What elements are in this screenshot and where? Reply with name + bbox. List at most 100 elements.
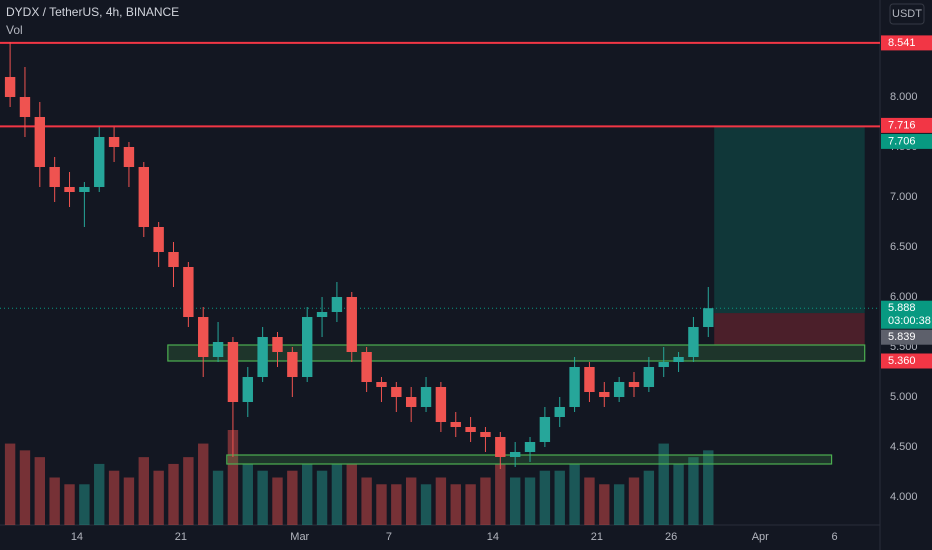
volume-bar <box>212 470 224 525</box>
candle-body <box>34 117 46 167</box>
volume-bar <box>420 484 432 525</box>
volume-bar <box>509 477 521 525</box>
volume-bar <box>316 470 328 525</box>
volume-bar <box>613 484 625 525</box>
y-tick-label: 4.000 <box>890 491 918 503</box>
candle-body <box>227 342 239 402</box>
volume-bar <box>108 470 120 525</box>
candle-body <box>94 137 105 187</box>
volume-bar <box>584 477 595 525</box>
candle-body <box>450 422 461 427</box>
candle-body <box>405 397 417 407</box>
candle-body <box>108 137 120 147</box>
candle-body <box>346 297 357 352</box>
position-stop-zone <box>714 313 865 345</box>
candle-body <box>49 167 60 187</box>
candle-body <box>153 227 164 252</box>
volume-bar <box>198 443 209 525</box>
candle-body <box>168 252 179 267</box>
candle-body <box>673 357 684 362</box>
x-tick-label: 26 <box>665 531 677 543</box>
volume-bar <box>376 484 387 525</box>
volume-bar <box>391 484 402 525</box>
price-label: 7.706 <box>888 135 916 147</box>
volume-bar <box>4 443 16 525</box>
volume-bar <box>465 484 476 525</box>
volume-bar <box>242 463 253 525</box>
volume-bar <box>539 470 551 525</box>
price-label-box <box>881 300 932 329</box>
volume-bar <box>49 477 60 525</box>
volume-bar <box>688 457 699 525</box>
x-tick-label: 6 <box>831 531 837 543</box>
volume-bar <box>34 457 46 525</box>
y-tick-label: 6.500 <box>890 241 918 253</box>
price-label: 7.716 <box>888 119 916 131</box>
position-target-zone <box>714 126 865 314</box>
volume-bar <box>628 477 640 525</box>
volume-bar <box>94 463 105 525</box>
volume-bar <box>524 477 536 525</box>
candle-body <box>643 367 655 387</box>
candle-body <box>495 437 506 457</box>
volume-bar <box>227 430 239 525</box>
candle-body <box>242 377 253 402</box>
volume-bar <box>346 463 357 525</box>
candle-body <box>465 427 476 432</box>
price-label-box <box>881 353 932 369</box>
candle-body <box>123 147 135 167</box>
candle-body <box>257 337 268 377</box>
price-label: 5.888 <box>888 302 916 314</box>
candle-body <box>301 317 313 377</box>
candle-body <box>435 387 447 422</box>
volume-bar <box>554 470 565 525</box>
volume-bar <box>599 484 610 525</box>
x-tick-label: 14 <box>71 531 83 543</box>
candle-body <box>658 362 669 367</box>
y-tick-label: 6.000 <box>890 291 918 303</box>
chart-title: DYDX / TetherUS, 4h, BINANCE <box>6 5 179 19</box>
volume-bar <box>64 484 75 525</box>
price-label-box <box>881 329 932 345</box>
candle-body <box>79 187 90 192</box>
price-label: 5.839 <box>888 331 916 343</box>
x-tick-label: 14 <box>487 531 499 543</box>
volume-bar <box>168 463 179 525</box>
volume-bar <box>79 484 90 525</box>
support-zone <box>226 454 833 465</box>
volume-bar <box>703 450 714 525</box>
price-label: 8.541 <box>888 37 916 49</box>
price-label-box <box>881 133 932 149</box>
price-label-box <box>881 117 932 133</box>
y-tick-label: 4.500 <box>890 441 918 453</box>
price-label-box <box>881 35 932 51</box>
volume-bar <box>658 443 669 525</box>
volume-bar <box>495 463 506 525</box>
volume-bar <box>361 477 372 525</box>
volume-bar <box>183 457 194 525</box>
candle-body <box>703 308 714 327</box>
candle-body <box>420 387 432 407</box>
candle-body <box>331 297 343 312</box>
x-tick-label: Mar <box>290 531 309 543</box>
volume-bar <box>257 470 268 525</box>
currency-button[interactable] <box>889 3 925 25</box>
candle-body <box>539 417 551 442</box>
currency-label[interactable]: USDT <box>892 8 922 20</box>
y-tick-label: 8.000 <box>890 91 918 103</box>
candle-body <box>316 312 328 317</box>
x-tick-label: 7 <box>386 531 392 543</box>
volume-bar <box>138 457 149 525</box>
candle-body <box>198 317 209 357</box>
x-tick-label: Apr <box>752 531 769 543</box>
y-tick-label: 7.000 <box>890 191 918 203</box>
volume-bar <box>123 477 135 525</box>
x-tick-label: 21 <box>591 531 603 543</box>
candle-body <box>524 442 536 452</box>
x-tick-label: 21 <box>175 531 187 543</box>
candle-body <box>64 187 75 192</box>
volume-label: Vol <box>6 23 23 37</box>
